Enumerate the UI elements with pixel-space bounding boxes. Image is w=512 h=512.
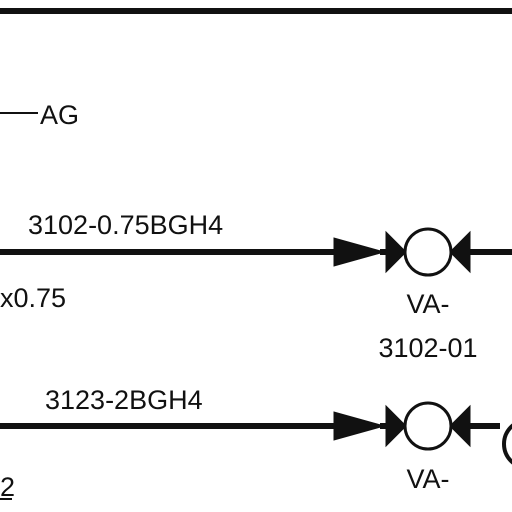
- line2-valve-tag-bottom: 3123-02: [378, 508, 477, 512]
- line1-label: 3102-0.75BGH4: [28, 210, 223, 240]
- ag-label: AG: [40, 100, 79, 130]
- line2-flow-arrow: [333, 411, 386, 441]
- line1-valve-tag-bottom: 3102-01: [378, 333, 477, 363]
- line1-valve-tag-top: VA-: [406, 289, 449, 319]
- line2-partial-instrument-bubble: [502, 423, 512, 465]
- line2-valve-tag-top: VA-: [406, 464, 449, 494]
- line1-valve-left-wedge: [385, 230, 407, 274]
- line1-valve-ball: [403, 227, 453, 277]
- line2-size-label: 2: [0, 472, 15, 502]
- line1-flow-arrow: [333, 237, 386, 267]
- line2-label: 3123-2BGH4: [45, 385, 203, 415]
- line2-valve-left-wedge: [385, 404, 407, 448]
- line1-size-label: x0.75: [0, 283, 66, 313]
- line2-valve-ball: [403, 401, 453, 451]
